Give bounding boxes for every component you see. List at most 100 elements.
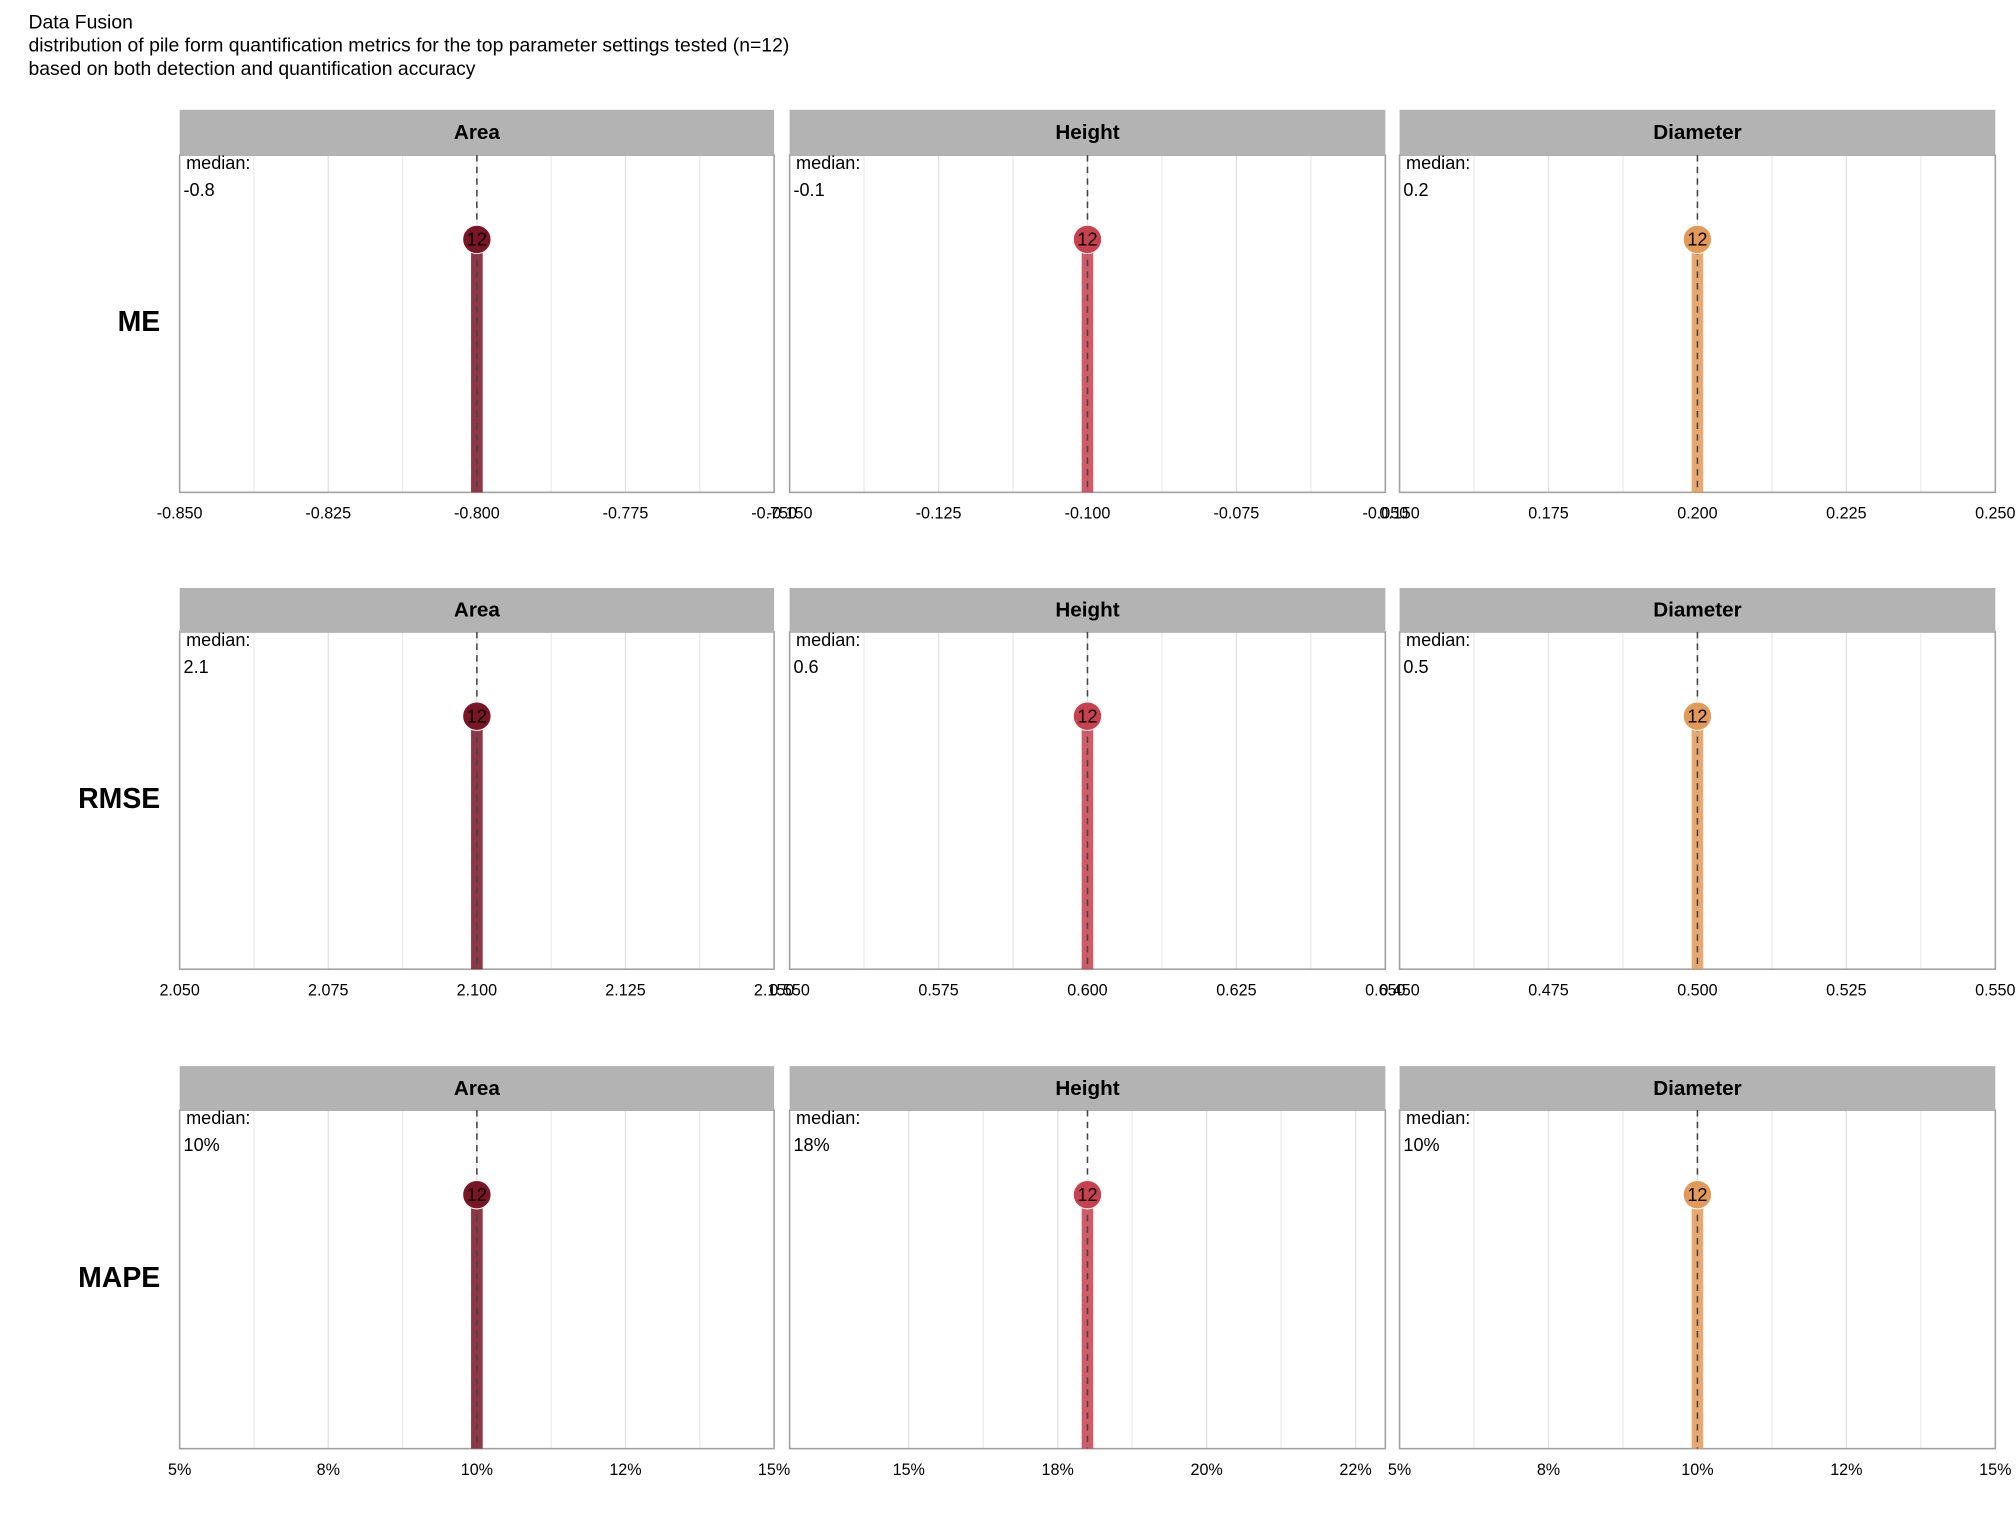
median-title: median: xyxy=(186,1108,250,1128)
x-tick-label: -0.150 xyxy=(767,505,813,523)
median-title: median: xyxy=(186,153,250,173)
x-tick-label: 0.550 xyxy=(1975,981,2015,999)
chart-subtitle: distribution of pile form quantification… xyxy=(28,35,789,57)
x-tick-label: -0.800 xyxy=(454,505,500,523)
median-title: median: xyxy=(1406,1108,1470,1128)
x-tick-label: 22% xyxy=(1339,1461,1371,1479)
x-tick-label: -0.050 xyxy=(1362,505,1408,523)
strip-label: Area xyxy=(454,121,500,144)
strip-label: Diameter xyxy=(1653,599,1741,622)
x-tick-label: 0.450 xyxy=(1379,981,1419,999)
median-title: median: xyxy=(796,153,860,173)
x-tick-label: 0.150 xyxy=(1379,505,1419,523)
strip-label: Diameter xyxy=(1653,121,1741,144)
x-tick-label: -0.075 xyxy=(1214,505,1260,523)
point xyxy=(1072,1179,1103,1210)
point-label: 12 xyxy=(1077,229,1097,249)
strip-label: Diameter xyxy=(1653,1077,1741,1100)
strip xyxy=(179,1066,775,1111)
point xyxy=(1682,1179,1713,1210)
median-value: -0.1 xyxy=(793,180,824,200)
x-tick-label: 0.600 xyxy=(1067,981,1107,999)
median-value: 10% xyxy=(184,1135,220,1155)
point-label: 12 xyxy=(467,229,487,249)
x-tick-label: 2.125 xyxy=(605,981,645,999)
x-tick-label: 5% xyxy=(168,1461,191,1479)
strip-label: Height xyxy=(1055,121,1119,144)
strip xyxy=(789,109,1386,156)
x-tick-label: 8% xyxy=(317,1461,340,1479)
x-tick-label: -0.750 xyxy=(751,505,797,523)
median-value: 0.6 xyxy=(793,657,818,677)
x-tick-label: 12% xyxy=(609,1461,641,1479)
x-tick-label: 2.075 xyxy=(308,981,348,999)
median-value: 0.5 xyxy=(1403,657,1428,677)
x-tick-label: -0.125 xyxy=(916,505,962,523)
strip-label: Area xyxy=(454,599,500,622)
x-tick-label: 12% xyxy=(1830,1461,1862,1479)
point xyxy=(462,701,492,731)
row-label: MAPE xyxy=(78,1262,160,1294)
point-label: 12 xyxy=(1077,1185,1097,1205)
median-value: -0.8 xyxy=(184,180,215,200)
x-tick-label: 20% xyxy=(1190,1461,1222,1479)
x-tick-label: 0.475 xyxy=(1528,981,1568,999)
median-title: median: xyxy=(186,630,250,650)
median-title: median: xyxy=(1406,153,1470,173)
x-tick-label: 0.650 xyxy=(1365,981,1405,999)
x-tick-label: 2.150 xyxy=(754,981,794,999)
x-tick-label: -0.775 xyxy=(603,505,649,523)
strip-label: Height xyxy=(1055,599,1119,622)
x-tick-label: 8% xyxy=(1537,1461,1560,1479)
x-tick-label: -0.850 xyxy=(157,505,203,523)
x-tick-label: 0.175 xyxy=(1528,505,1568,523)
x-tick-label: 0.250 xyxy=(1975,505,2015,523)
point xyxy=(1072,701,1103,731)
point xyxy=(1682,224,1713,255)
x-tick-label: 0.625 xyxy=(1216,981,1256,999)
x-tick-label: 15% xyxy=(893,1461,925,1479)
strip-label: Height xyxy=(1055,1077,1119,1100)
strip xyxy=(1399,587,1996,632)
x-tick-label: 18% xyxy=(1042,1461,1074,1479)
x-tick-label: 0.525 xyxy=(1826,981,1866,999)
point xyxy=(462,1179,492,1210)
strip xyxy=(789,587,1386,632)
point-label: 12 xyxy=(1687,1185,1707,1205)
row-label: RMSE xyxy=(78,783,160,815)
strip-label: Area xyxy=(454,1077,500,1100)
x-tick-label: 2.100 xyxy=(457,981,497,999)
x-tick-label: 0.575 xyxy=(918,981,958,999)
x-tick-label: 2.050 xyxy=(159,981,199,999)
point xyxy=(1072,224,1103,255)
x-tick-label: 0.225 xyxy=(1826,505,1866,523)
point-label: 12 xyxy=(467,706,487,726)
point-label: 12 xyxy=(467,1185,487,1205)
x-tick-label: -0.825 xyxy=(305,505,351,523)
point xyxy=(1682,701,1713,731)
chart-title: Data Fusion xyxy=(28,11,132,33)
x-tick-label: 10% xyxy=(1681,1461,1713,1479)
median-value: 2.1 xyxy=(184,657,209,677)
strip xyxy=(179,587,775,632)
median-value: 18% xyxy=(793,1135,829,1155)
x-tick-label: 5% xyxy=(1388,1461,1411,1479)
point-label: 12 xyxy=(1687,229,1707,249)
median-title: median: xyxy=(1406,630,1470,650)
row-label: ME xyxy=(118,306,161,338)
median-value: 10% xyxy=(1403,1135,1439,1155)
strip xyxy=(179,109,775,156)
strip xyxy=(1399,109,1996,156)
x-tick-label: 0.500 xyxy=(1677,981,1717,999)
strip xyxy=(789,1066,1386,1111)
median-value: 0.2 xyxy=(1403,180,1428,200)
point xyxy=(462,224,492,255)
x-tick-label: 10% xyxy=(461,1461,493,1479)
x-tick-label: 15% xyxy=(1979,1461,2011,1479)
point-label: 12 xyxy=(1687,706,1707,726)
median-title: median: xyxy=(796,1108,860,1128)
x-tick-label: 0.550 xyxy=(769,981,809,999)
strip xyxy=(1399,1066,1996,1111)
x-tick-label: 15% xyxy=(758,1461,790,1479)
